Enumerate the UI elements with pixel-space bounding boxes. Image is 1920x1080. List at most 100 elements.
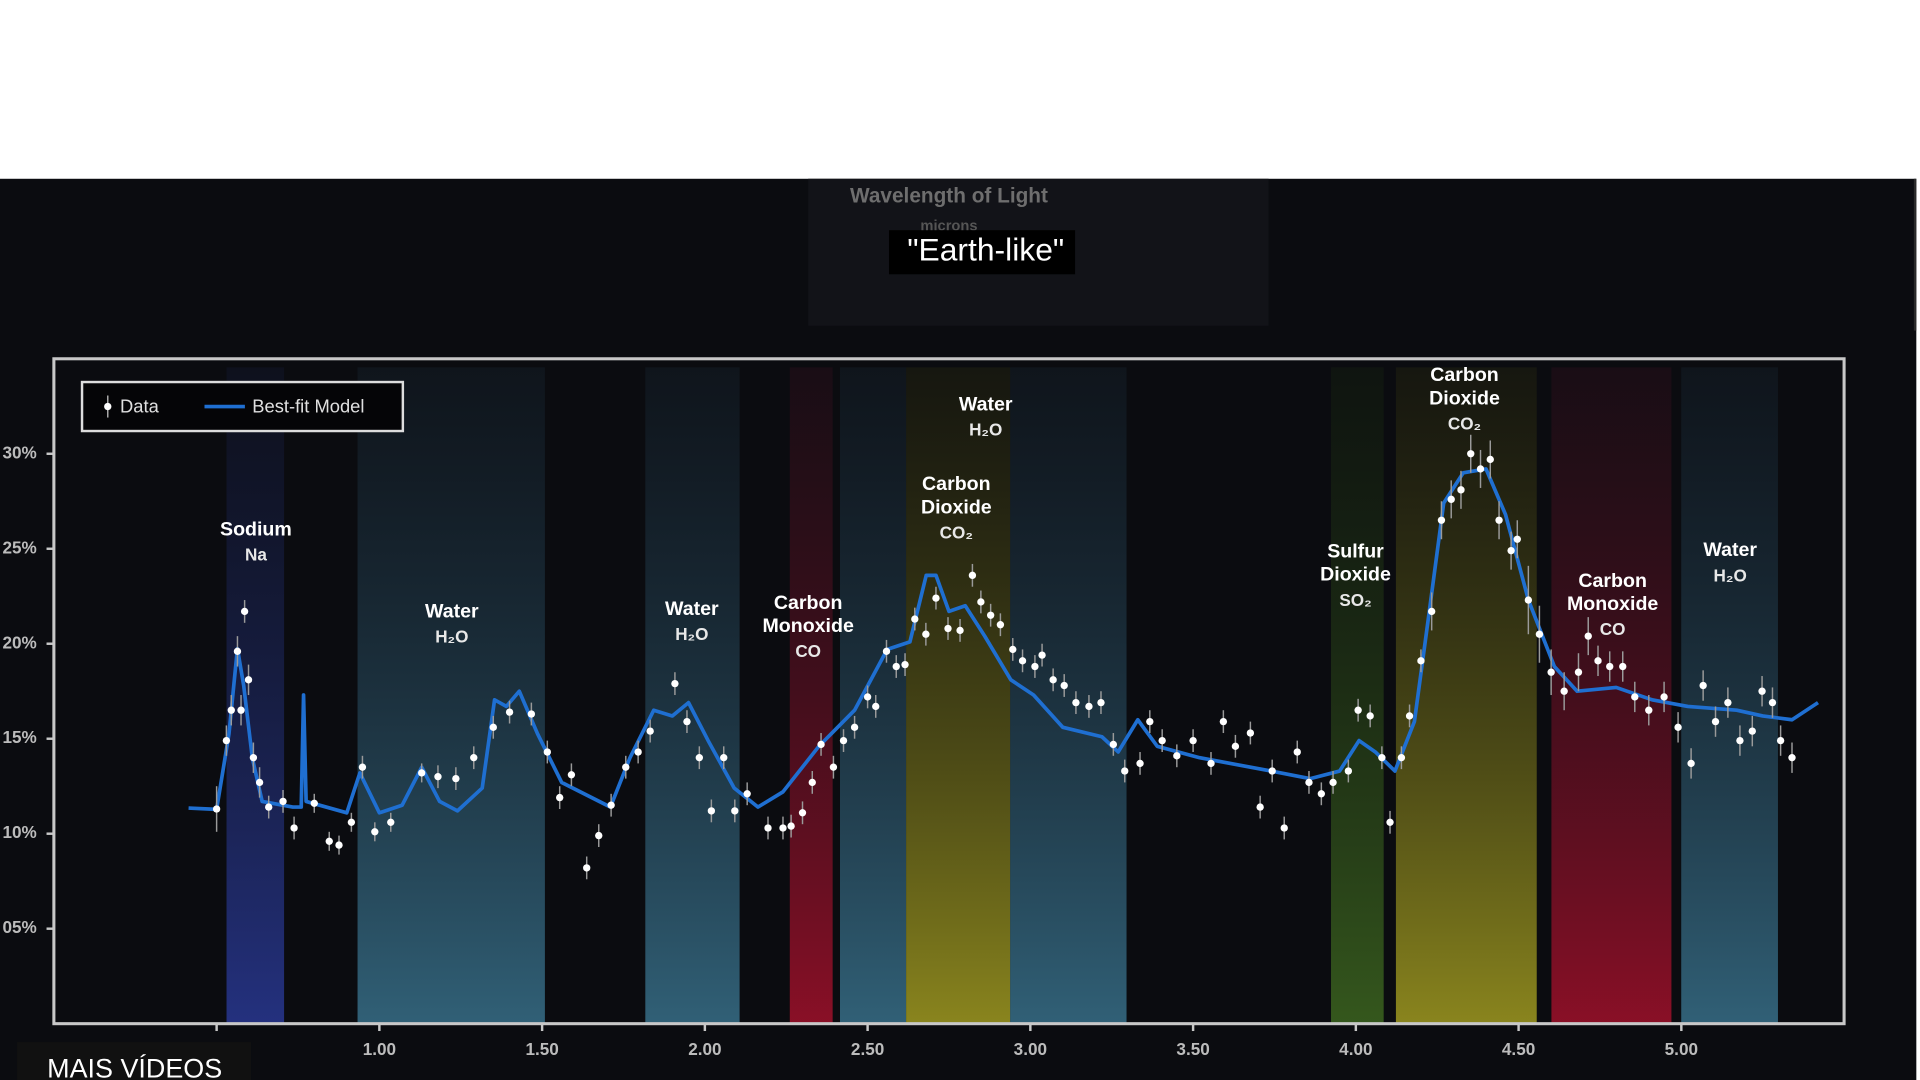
annotation-name: Sulfur [1327, 540, 1384, 562]
annotation-name: Carbon [774, 592, 843, 614]
data-point [977, 598, 985, 606]
legend-data-key [104, 402, 112, 411]
legend-box [80, 380, 405, 433]
data-point [452, 774, 460, 783]
data-point [1031, 662, 1039, 671]
data-point [892, 662, 900, 671]
y-tick-label: 10% [2, 822, 36, 842]
data-point [237, 706, 245, 714]
data-point [1619, 662, 1627, 671]
data-point [1268, 767, 1276, 775]
data-point [1758, 687, 1766, 695]
data-point [863, 693, 872, 701]
data-point [1437, 516, 1446, 524]
data-point [212, 805, 221, 813]
data-point [829, 763, 838, 771]
annotation-name: Carbon [1578, 570, 1647, 592]
data-point [1495, 516, 1503, 524]
data-point [695, 754, 704, 762]
caption: "Earth-like" [907, 232, 1064, 268]
y-tick-label: 30% [2, 442, 36, 462]
data-point [882, 647, 891, 656]
data-point [1631, 693, 1639, 701]
data-point [310, 799, 318, 807]
annotations: SodiumNaWaterH₂OWaterH₂OCarbonMonoxideCO… [220, 364, 1757, 661]
data-point [1476, 465, 1485, 473]
data-point [1366, 712, 1374, 720]
annotation-name: Dioxide [1429, 387, 1500, 409]
data-point [1189, 736, 1197, 745]
band [789, 367, 833, 1024]
x-tick-label: 1.00 [363, 1039, 396, 1059]
legend-label: Best-fit Model [252, 396, 364, 417]
annotation-name: Water [1703, 539, 1757, 561]
data-point [1547, 668, 1555, 676]
data-point [1428, 607, 1436, 616]
data-point [1584, 632, 1592, 640]
data-point [255, 778, 264, 787]
data-point [1121, 767, 1129, 775]
data-point [371, 828, 379, 836]
band [645, 367, 740, 1024]
data-point [1038, 651, 1046, 659]
data-point [470, 754, 478, 762]
x-tick-label: 2.00 [688, 1039, 721, 1059]
band [1681, 367, 1778, 1024]
data-point [1687, 759, 1695, 768]
annotation-name: Carbon [1430, 364, 1499, 386]
data-point [1305, 778, 1313, 787]
data-point [265, 803, 273, 811]
data-point [489, 723, 497, 731]
data-point [505, 708, 514, 716]
data-point [222, 736, 231, 745]
data-point [249, 754, 258, 762]
data-point [1097, 698, 1105, 707]
y-tick-label: 20% [2, 632, 36, 652]
x-tick-label: 5.00 [1665, 1039, 1698, 1059]
x-tick-label: 1.50 [525, 1039, 558, 1059]
data-point [707, 807, 716, 815]
data-point [817, 740, 825, 749]
annotation-name: Dioxide [1320, 564, 1391, 586]
data-point [1535, 630, 1544, 638]
data-point [1645, 706, 1653, 714]
data-point [1246, 729, 1255, 737]
data-point [1711, 717, 1720, 726]
annotation-formula: H₂O [675, 624, 708, 644]
data-point [1136, 759, 1144, 768]
x-tick-label: 4.50 [1502, 1039, 1535, 1059]
data-point [279, 797, 287, 806]
data-point [335, 841, 343, 849]
data-point [901, 660, 909, 669]
data-point [1219, 717, 1228, 726]
more-videos-button[interactable] [17, 1042, 252, 1080]
legend-label: Data [120, 396, 160, 417]
data-point [720, 754, 728, 762]
plot-frame [52, 357, 1846, 1026]
data-point [1173, 752, 1181, 760]
data-point [1397, 754, 1406, 762]
band [1010, 367, 1127, 1024]
data-point [787, 822, 795, 830]
data-point [1280, 824, 1288, 832]
data-point [1660, 693, 1668, 701]
data-point [671, 679, 679, 688]
data-point [1674, 723, 1682, 731]
data-point [731, 807, 739, 815]
data-point [1109, 740, 1118, 749]
data-point [932, 594, 940, 602]
annotation-formula: CO [795, 641, 821, 661]
data-point [1457, 486, 1465, 494]
data-point [227, 706, 235, 714]
data-point [1405, 712, 1414, 720]
data-point [634, 748, 642, 756]
y-tick-label: 25% [2, 537, 36, 557]
scroll-edge [1913, 178, 1917, 331]
data-point [1513, 535, 1521, 543]
more-videos-label[interactable]: MAIS VÍDEOS [47, 1053, 222, 1080]
annotation-name: Dioxide [921, 496, 992, 518]
annotation-name: Water [425, 600, 479, 622]
data-point [1085, 702, 1093, 711]
data-point [1768, 698, 1777, 707]
data-point [1447, 495, 1455, 504]
